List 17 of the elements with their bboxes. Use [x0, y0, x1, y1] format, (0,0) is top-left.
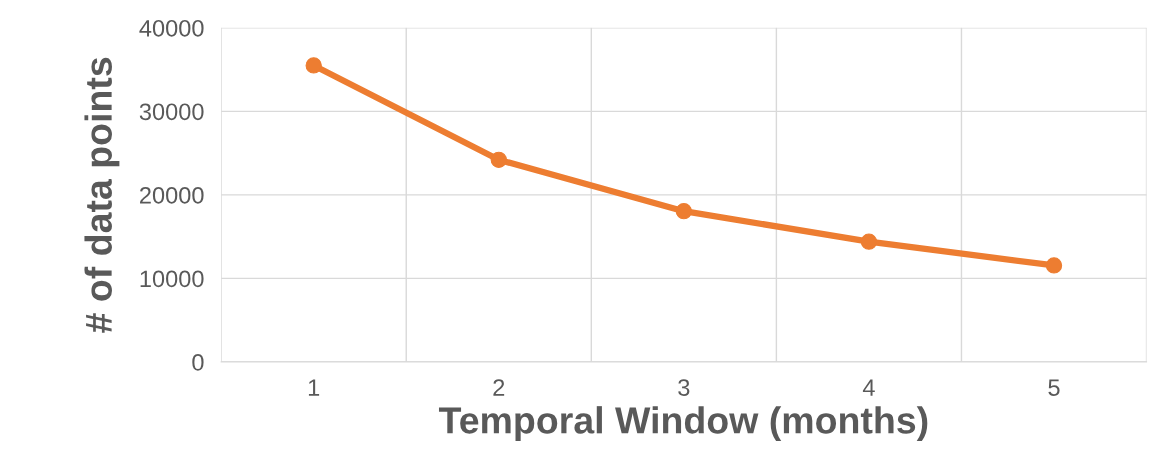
point — [675, 203, 693, 220]
x-tick-label: 3 — [678, 379, 690, 396]
point — [305, 57, 322, 74]
y-tick-label: 10000 — [140, 270, 204, 288]
y-tick-label: 40000 — [139, 19, 204, 37]
point — [1045, 257, 1063, 274]
x-tick-label: 4 — [862, 379, 875, 396]
y-tick-label: 30000 — [139, 103, 204, 121]
x-axis-title: Temporal Window (months) — [438, 406, 928, 442]
x-tick-label: 5 — [1048, 379, 1060, 396]
y-axis-title: # of data points — [84, 57, 120, 333]
y-tick-label: 0 — [192, 353, 204, 371]
x-tick-label: 1 — [308, 379, 320, 396]
y-tick-label: 20000 — [140, 186, 204, 204]
point — [490, 151, 507, 168]
x-tick-label: 2 — [493, 379, 505, 396]
point — [860, 233, 878, 250]
